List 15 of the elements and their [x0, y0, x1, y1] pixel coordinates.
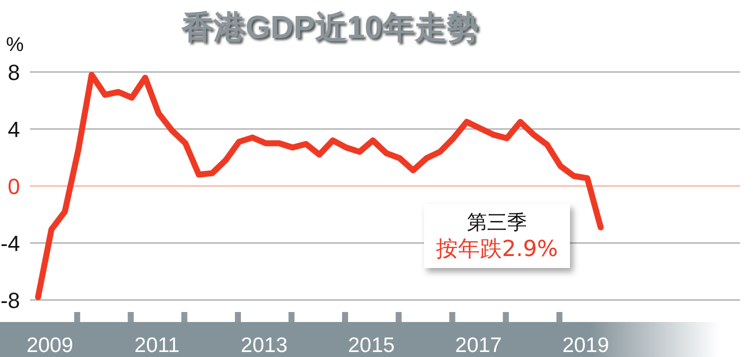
x-tick-label: 2017 [455, 334, 502, 357]
y-tick-label: 8 [8, 60, 20, 85]
chart-title: 香港GDP近10年走勢 [182, 9, 478, 45]
y-axis-title: % [6, 34, 24, 57]
annotation: 第三季 [466, 209, 528, 236]
x-tick-label: 2015 [348, 334, 395, 357]
x-tick-label: 2011 [134, 334, 180, 357]
y-tick-label: -4 [0, 231, 20, 256]
y-tick-label: 4 [8, 117, 20, 142]
x-tick-label: 2019 [562, 334, 610, 357]
y-tick-label: 0 [8, 174, 20, 199]
y-tick-label: -8 [0, 288, 20, 313]
x-tick-label: 2013 [240, 334, 288, 357]
x-tick-label: 2009 [26, 334, 74, 357]
annotation: 按年跌2.9% [435, 236, 559, 264]
